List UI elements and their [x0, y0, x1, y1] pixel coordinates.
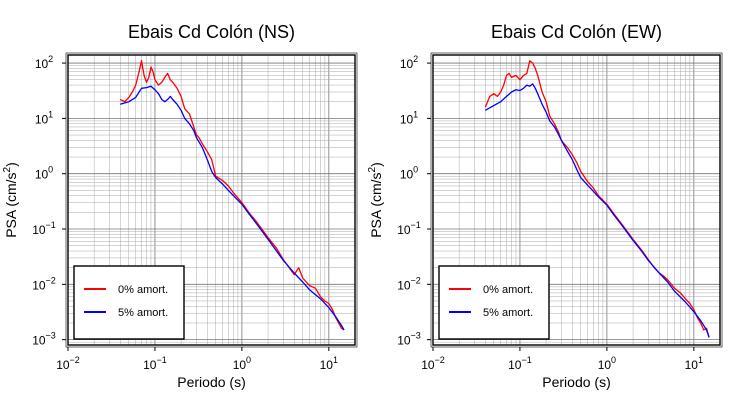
y-tick-label: 102	[35, 54, 53, 71]
y-tick-label: 101	[400, 109, 418, 126]
grid	[67, 55, 356, 346]
y-tick-label: 10−1	[397, 220, 421, 237]
y-axis-label: PSA (cm/s2)	[367, 162, 384, 238]
series-line-0	[484, 60, 710, 338]
y-tick-label: 10−3	[397, 331, 421, 348]
series-group	[120, 60, 345, 331]
series-line-1	[484, 83, 710, 338]
legend: 0% amort. 5% amort.	[73, 265, 185, 340]
chart-title: Ebais Cd Colón (NS)	[128, 22, 295, 42]
x-tick-label: 100	[233, 355, 251, 372]
y-tick-label: 10−2	[397, 275, 421, 292]
y-tick-label: 101	[35, 109, 53, 126]
series-line-1	[120, 85, 345, 331]
series-line-0	[120, 60, 345, 331]
legend: 0% amort. 5% amort.	[438, 265, 550, 340]
legend-box	[438, 265, 550, 340]
chart-panel-0: 10−2 10−1 100 10110−310−210−1100101102Ebais…	[2, 22, 358, 390]
chart-panel-1: 10−2 10−1 100 10110−310−210−1100101102Ebais…	[367, 22, 723, 390]
legend-label-1: 5% amort.	[483, 307, 533, 319]
y-tick-label: 10−3	[32, 331, 56, 348]
series-group	[484, 60, 710, 338]
x-tick-label: 10−1	[143, 355, 167, 372]
x-axis-label: Periodo (s)	[542, 374, 610, 390]
x-tick-label: 100	[598, 355, 616, 372]
legend-label-1: 5% amort.	[118, 307, 168, 319]
y-tick-label: 102	[400, 54, 418, 71]
x-tick-label: 10−2	[56, 355, 80, 372]
plot-frame	[432, 54, 721, 346]
y-tick-label: 100	[400, 165, 418, 182]
y-tick-label: 10−2	[32, 275, 56, 292]
x-axis-label: Periodo (s)	[177, 374, 245, 390]
legend-label-0: 0% amort.	[483, 284, 533, 296]
x-tick-label: 101	[685, 355, 703, 372]
y-axis-label: PSA (cm/s2)	[2, 162, 19, 238]
legend-box	[73, 265, 185, 340]
plot-outer-frame	[65, 52, 358, 348]
chart-panels: 10−2 10−1 100 10110−310−210−1100101102Ebais…	[2, 22, 723, 390]
plot-frame	[67, 54, 356, 346]
y-tick-label: 100	[35, 165, 53, 182]
x-tick-label: 10−1	[508, 355, 532, 372]
chart-title: Ebais Cd Colón (EW)	[491, 22, 662, 42]
x-tick-label: 101	[320, 355, 338, 372]
y-tick-label: 10−1	[32, 220, 56, 237]
x-tick-label: 10−2	[421, 355, 445, 372]
legend-label-0: 0% amort.	[118, 284, 168, 296]
plot-outer-frame	[430, 52, 723, 348]
